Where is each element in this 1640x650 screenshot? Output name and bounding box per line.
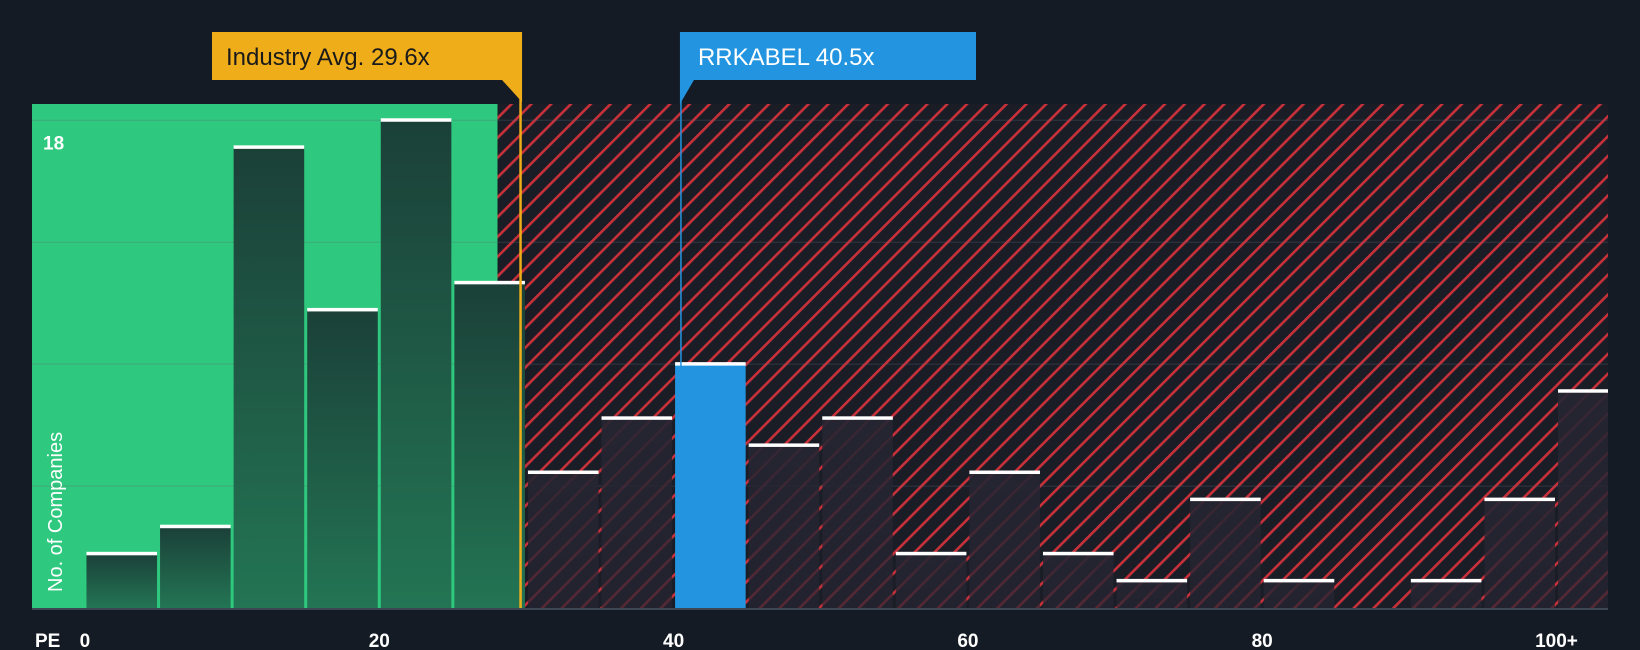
histogram-bar-cap [1042, 551, 1114, 556]
histogram-bar-cap [675, 362, 746, 366]
x-axis-tick-label: 60 [957, 631, 978, 650]
histogram-bar [1410, 580, 1482, 608]
industry-avg-callout [212, 32, 523, 102]
histogram-bar [748, 445, 820, 608]
histogram-bar [454, 282, 525, 608]
histogram-bar [1557, 391, 1608, 608]
histogram-bar-cap [160, 524, 231, 529]
x-axis-tick-label: 0 [80, 631, 91, 650]
y-axis-top-tick-label: 18 [43, 133, 64, 154]
histogram-bar [601, 418, 673, 608]
histogram-bar [1484, 499, 1555, 608]
histogram-bar-cap [1116, 578, 1188, 583]
histogram-bar [380, 120, 452, 609]
histogram-bar-cap [1190, 497, 1261, 502]
histogram-bar [307, 309, 378, 608]
histogram-bar-cap [1557, 389, 1608, 393]
histogram-bar-cap [748, 443, 820, 447]
histogram-bar [969, 472, 1040, 608]
histogram-bar-cap [454, 280, 525, 285]
x-axis-tick-label: 20 [369, 631, 390, 650]
reference-lines: Industry Avg. 29.6x RRKABEL 40.5x [212, 32, 976, 608]
x-axis-tick-label: 100+ [1535, 631, 1578, 650]
histogram-bar-cap [527, 470, 599, 475]
histogram-bar-cap [380, 118, 452, 122]
histogram-bar-cap [1263, 578, 1335, 583]
histogram-bar-cap [1410, 578, 1482, 583]
histogram-bar-cap [601, 416, 673, 420]
y-axis-label: No. of Companies [45, 432, 67, 592]
company-pe-label: RRKABEL 40.5x [698, 44, 875, 71]
x-axis-tick-label: 40 [663, 631, 684, 650]
x-axis-label: PE [35, 631, 60, 650]
histogram-bar [1116, 580, 1188, 608]
histogram-bar [527, 472, 599, 608]
histogram-bar [1190, 499, 1261, 608]
histogram-bars [86, 118, 1608, 609]
histogram-bar-cap [1484, 497, 1555, 502]
histogram-bar-cap [969, 470, 1040, 475]
x-axis-tick-label: 80 [1252, 631, 1273, 650]
x-axis-tick-labels: 0 20 40 60 80 100+ [80, 631, 1578, 650]
histogram-bar [895, 553, 967, 608]
histogram-bar [675, 364, 746, 608]
histogram-bar [822, 418, 893, 608]
industry-avg-label: Industry Avg. 29.6x [226, 44, 430, 71]
histogram-bar-cap [822, 416, 893, 420]
histogram-bar [86, 553, 158, 608]
histogram-bar [1263, 580, 1335, 608]
histogram-bar-cap [233, 145, 305, 149]
histogram-bar [1042, 553, 1114, 608]
histogram-bar-cap [307, 307, 378, 312]
histogram-bar-cap [895, 551, 967, 556]
histogram-bar [233, 147, 305, 608]
histogram-bar-cap [86, 551, 158, 556]
histogram-bar [160, 526, 231, 608]
company-pe-callout [679, 32, 976, 104]
